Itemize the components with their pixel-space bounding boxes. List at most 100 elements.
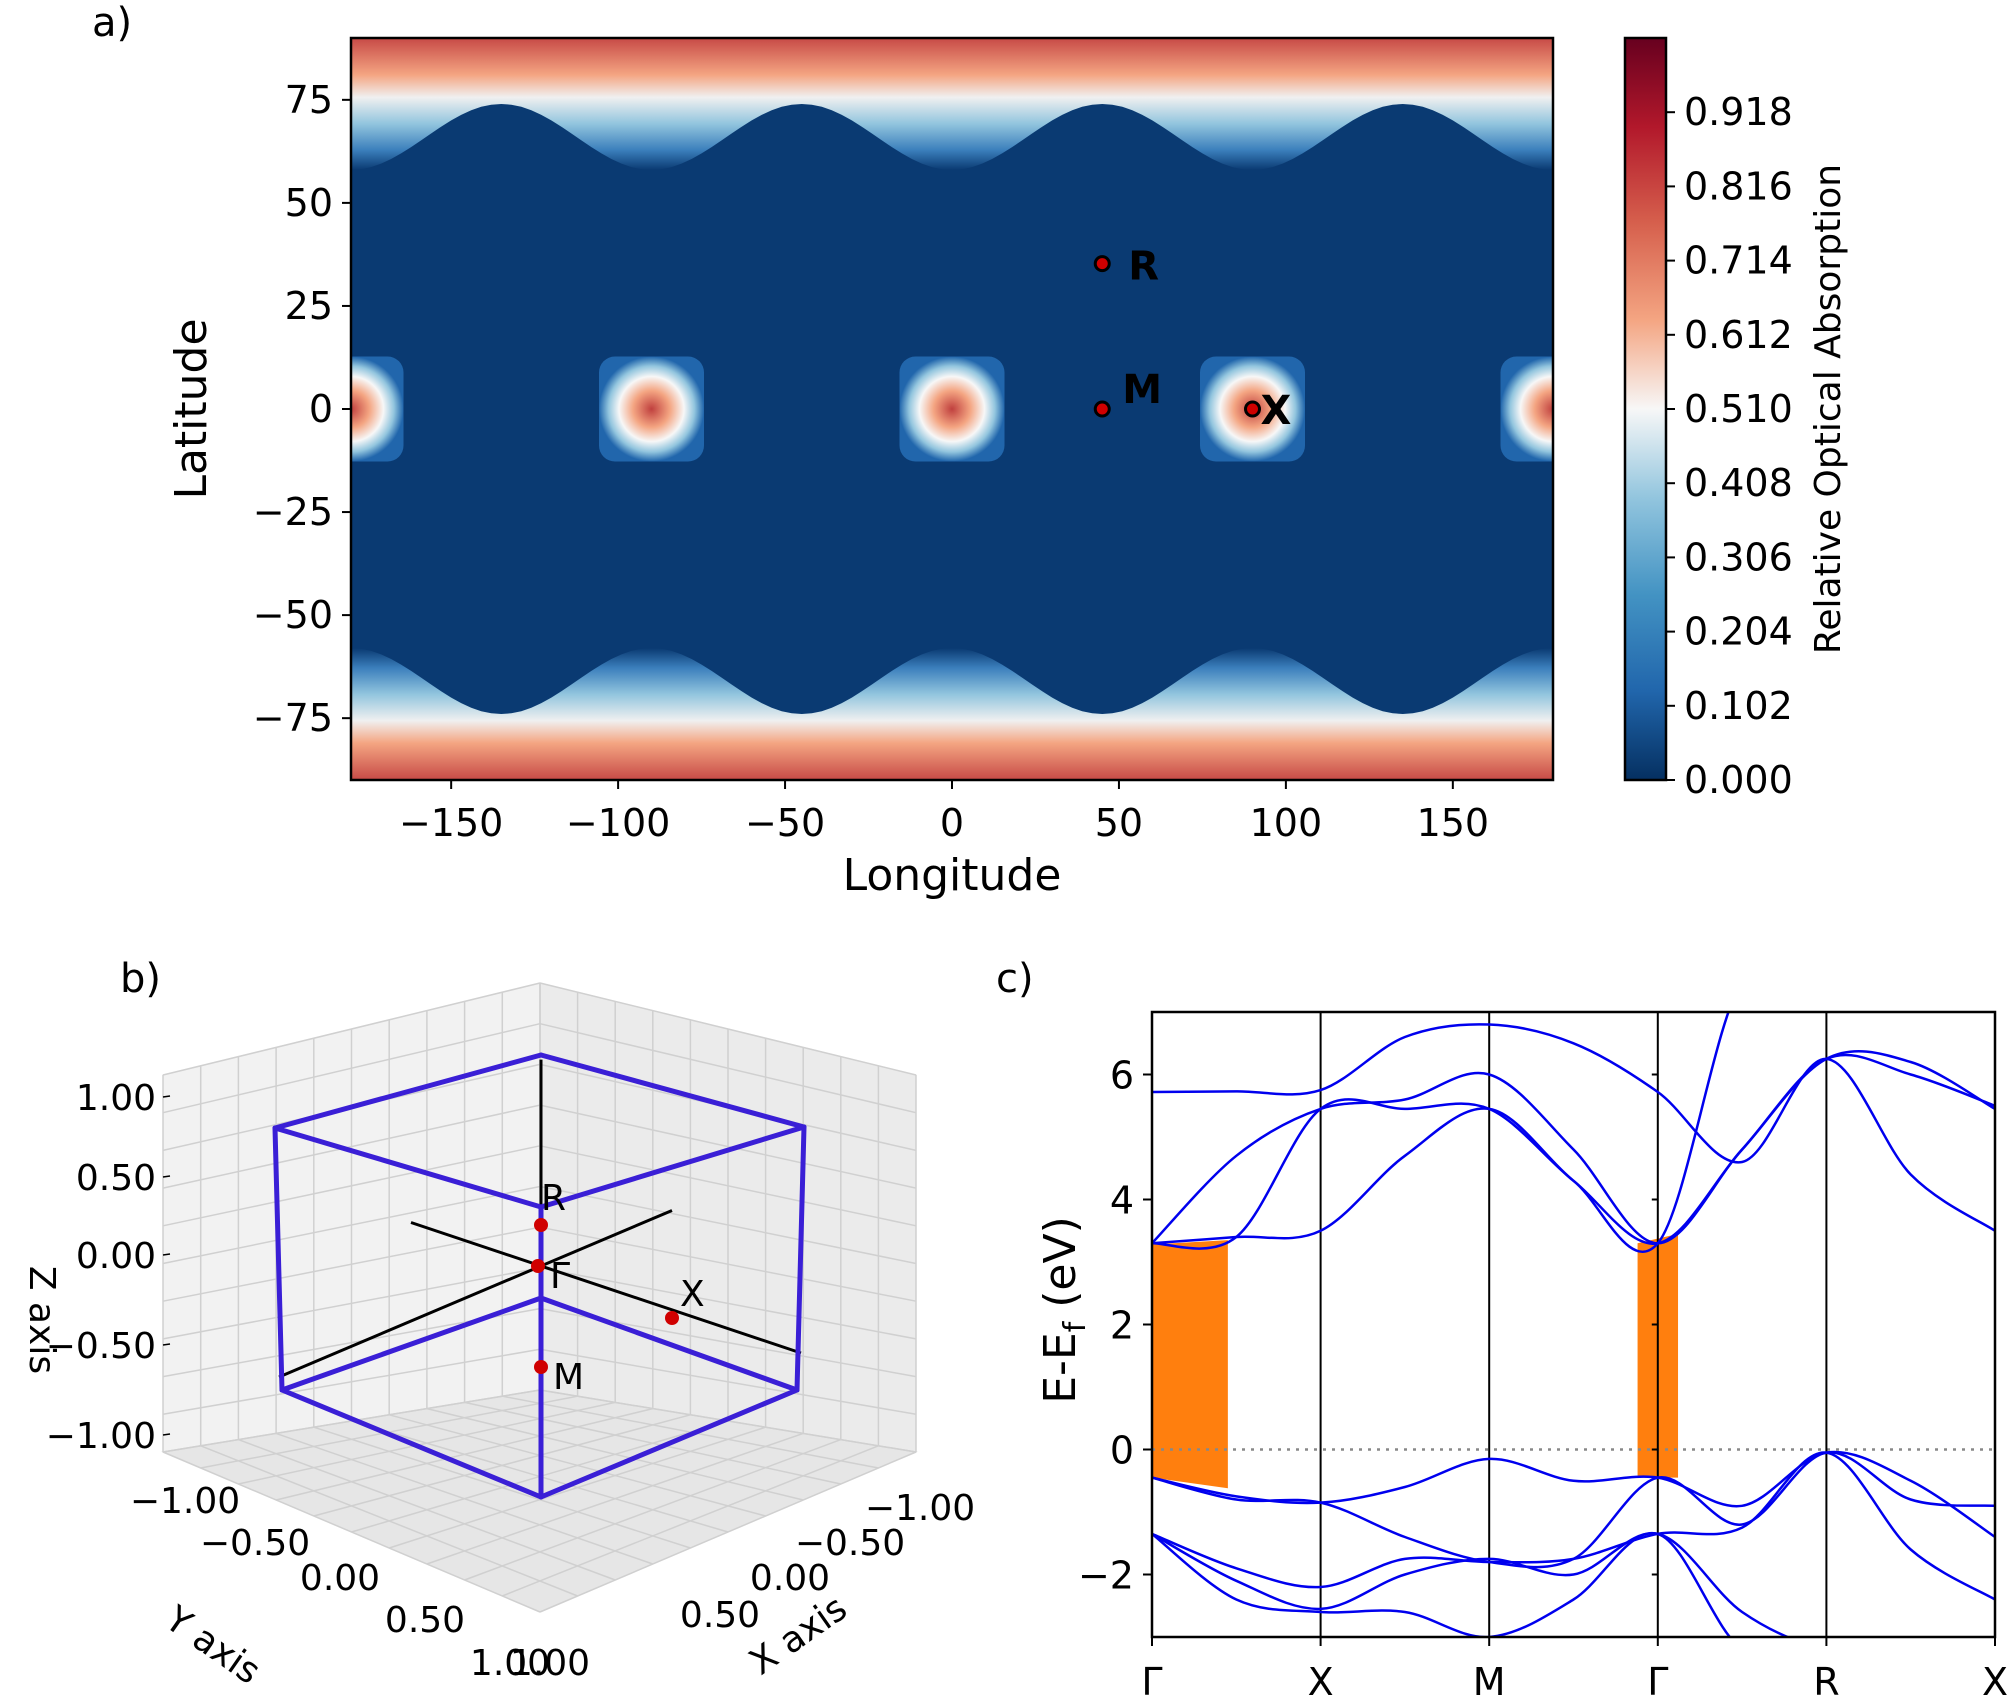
band-y-axis-label: E-Ef (eV) <box>1035 1216 1093 1404</box>
k-point-label: R <box>541 1178 566 1219</box>
k-point-marker <box>534 1360 548 1374</box>
colorbar-tick-label: 0.612 <box>1684 313 1793 357</box>
k-point-label: X <box>680 1274 705 1315</box>
band-y-tick-label: 2 <box>1110 1304 1134 1348</box>
brillouin-zone-edge <box>794 1124 807 1393</box>
k-point-marker <box>531 1259 545 1273</box>
colorbar-tick-label: 0.714 <box>1684 239 1793 283</box>
z-tick-mark <box>162 1095 171 1098</box>
grid-line <box>539 1348 917 1416</box>
grid-line <box>426 1432 804 1565</box>
grid-line <box>162 1226 541 1302</box>
point-label-m: M <box>1122 367 1162 413</box>
panel-a-heatmap: a) R M X −150 −100 −50 0 50 100 150 75 50 25 0 −25 −50… <box>92 0 1849 901</box>
k-point-label: Γ <box>550 1256 570 1297</box>
y-tick-label: 75 <box>285 78 333 122</box>
y-tick-label-3d: 0.00 <box>300 1558 380 1599</box>
point-label-x: X <box>1261 388 1292 434</box>
x-tick-label: −150 <box>399 801 503 845</box>
z-tick-label: −0.50 <box>46 1326 156 1367</box>
y-tick-label: 0 <box>309 387 333 431</box>
z-tick-mark <box>162 1343 171 1346</box>
brillouin-zone-edge <box>538 1052 807 1130</box>
colorbar-tick-label: 0.000 <box>1684 758 1793 802</box>
x-axis-label: Longitude <box>843 850 1062 901</box>
band-y-tick-label: 0 <box>1110 1429 1134 1473</box>
brillouin-zone-edge <box>279 1387 544 1500</box>
x-tick-label: 50 <box>1095 801 1143 845</box>
band-y-tick-label: 6 <box>1110 1054 1134 1098</box>
y-tick-label: 25 <box>285 284 333 328</box>
brillouin-zone-edge <box>272 1052 544 1131</box>
colorbar-tick-label: 0.510 <box>1684 387 1793 431</box>
y-tick-label: 50 <box>285 181 333 225</box>
k-point-label: M <box>553 1357 584 1398</box>
panel-b-label: b) <box>120 956 161 1002</box>
grid-line <box>162 1451 541 1613</box>
x-tick-label-3d: −1.00 <box>865 1488 975 1529</box>
z-tick-label: 1.00 <box>76 1078 156 1119</box>
z-tick-label: 0.50 <box>76 1158 156 1199</box>
kpoint-tick-label: Γ <box>1141 1660 1162 1702</box>
colorbar-tick-label: 0.918 <box>1684 90 1793 134</box>
band-line <box>1152 1023 1995 1232</box>
band-line <box>1152 1531 1732 1637</box>
grid-line <box>313 1426 691 1549</box>
brillouin-zone-edge <box>538 1387 800 1500</box>
brillouin-zone-edge <box>279 1295 544 1393</box>
grid-line <box>539 1185 917 1265</box>
y-axis-label-3d: Y axis <box>157 1598 268 1693</box>
k-point-marker <box>534 1218 548 1232</box>
point-marker-r <box>1093 255 1111 273</box>
x-tick-label: −50 <box>745 801 825 845</box>
brillouin-zone-edge <box>272 1125 285 1393</box>
band-line <box>1152 1053 1995 1245</box>
south-polar-band <box>351 648 1553 780</box>
kpoint-tick-label: Γ <box>1647 1660 1668 1702</box>
kpoint-tick-label: X <box>1982 1660 2008 1702</box>
colorbar-tick-label: 0.306 <box>1684 535 1793 579</box>
colorbar-tick-label: 0.408 <box>1684 461 1793 505</box>
colorbar-tick-label: 0.816 <box>1684 164 1793 208</box>
point-label-r: R <box>1128 244 1159 290</box>
y-tick-label-3d: −1.00 <box>130 1481 240 1522</box>
x-tick-label-3d: 1.00 <box>510 1643 590 1684</box>
panel-c-band-structure: c) −2 0 2 4 6 Γ X M Γ R X E-Ef (eV) <box>996 956 2008 1702</box>
band-line <box>1152 1451 1995 1569</box>
kpoint-tick-label: M <box>1473 1660 1506 1702</box>
kpoint-tick-label: X <box>1308 1660 1334 1702</box>
grid-line <box>464 1438 842 1581</box>
grid-line <box>162 1185 541 1265</box>
z-tick-mark <box>162 1175 171 1178</box>
z-tick-mark <box>162 1433 171 1436</box>
z-axis-label: Z axis <box>21 1266 62 1374</box>
y-axis-line <box>278 1209 673 1379</box>
x-tick-label: 100 <box>1250 801 1323 845</box>
x-tick-label-3d: −0.50 <box>795 1523 905 1564</box>
brillouin-zone-edge <box>272 1125 544 1210</box>
grid-line <box>162 1348 541 1416</box>
x-tick-label: 0 <box>940 801 964 845</box>
x-tick-label: 150 <box>1417 801 1490 845</box>
panel-b-3d-plot: b) RΓ XM 1.000.500.00−0.50−1.00−1.00−0.50… <box>21 956 975 1693</box>
grid-line <box>238 1438 616 1581</box>
y-axis-label: Latitude <box>166 318 217 499</box>
band-gap-region <box>1152 1240 1228 1489</box>
band-y-tick-label: 4 <box>1110 1179 1134 1223</box>
grid-line <box>275 1432 654 1565</box>
x-tick-label-3d: 0.50 <box>680 1595 760 1636</box>
grid-line <box>388 1426 766 1549</box>
absorption-hotspot <box>899 356 1005 462</box>
z-tick-label: −1.00 <box>46 1416 156 1457</box>
band-y-tick-label: −2 <box>1078 1554 1134 1598</box>
z-tick-mark <box>162 1253 171 1256</box>
band-line <box>1152 1012 1730 1253</box>
grid-line <box>162 1267 541 1340</box>
brillouin-zone-edge <box>538 1124 807 1210</box>
colorbar <box>1623 36 1668 782</box>
y-tick-label: −75 <box>253 696 333 740</box>
brillouin-zone-edge <box>538 1295 800 1393</box>
colorbar-tick-label: 0.102 <box>1684 684 1793 728</box>
y-tick-label-3d: 1.00 <box>470 1643 550 1684</box>
